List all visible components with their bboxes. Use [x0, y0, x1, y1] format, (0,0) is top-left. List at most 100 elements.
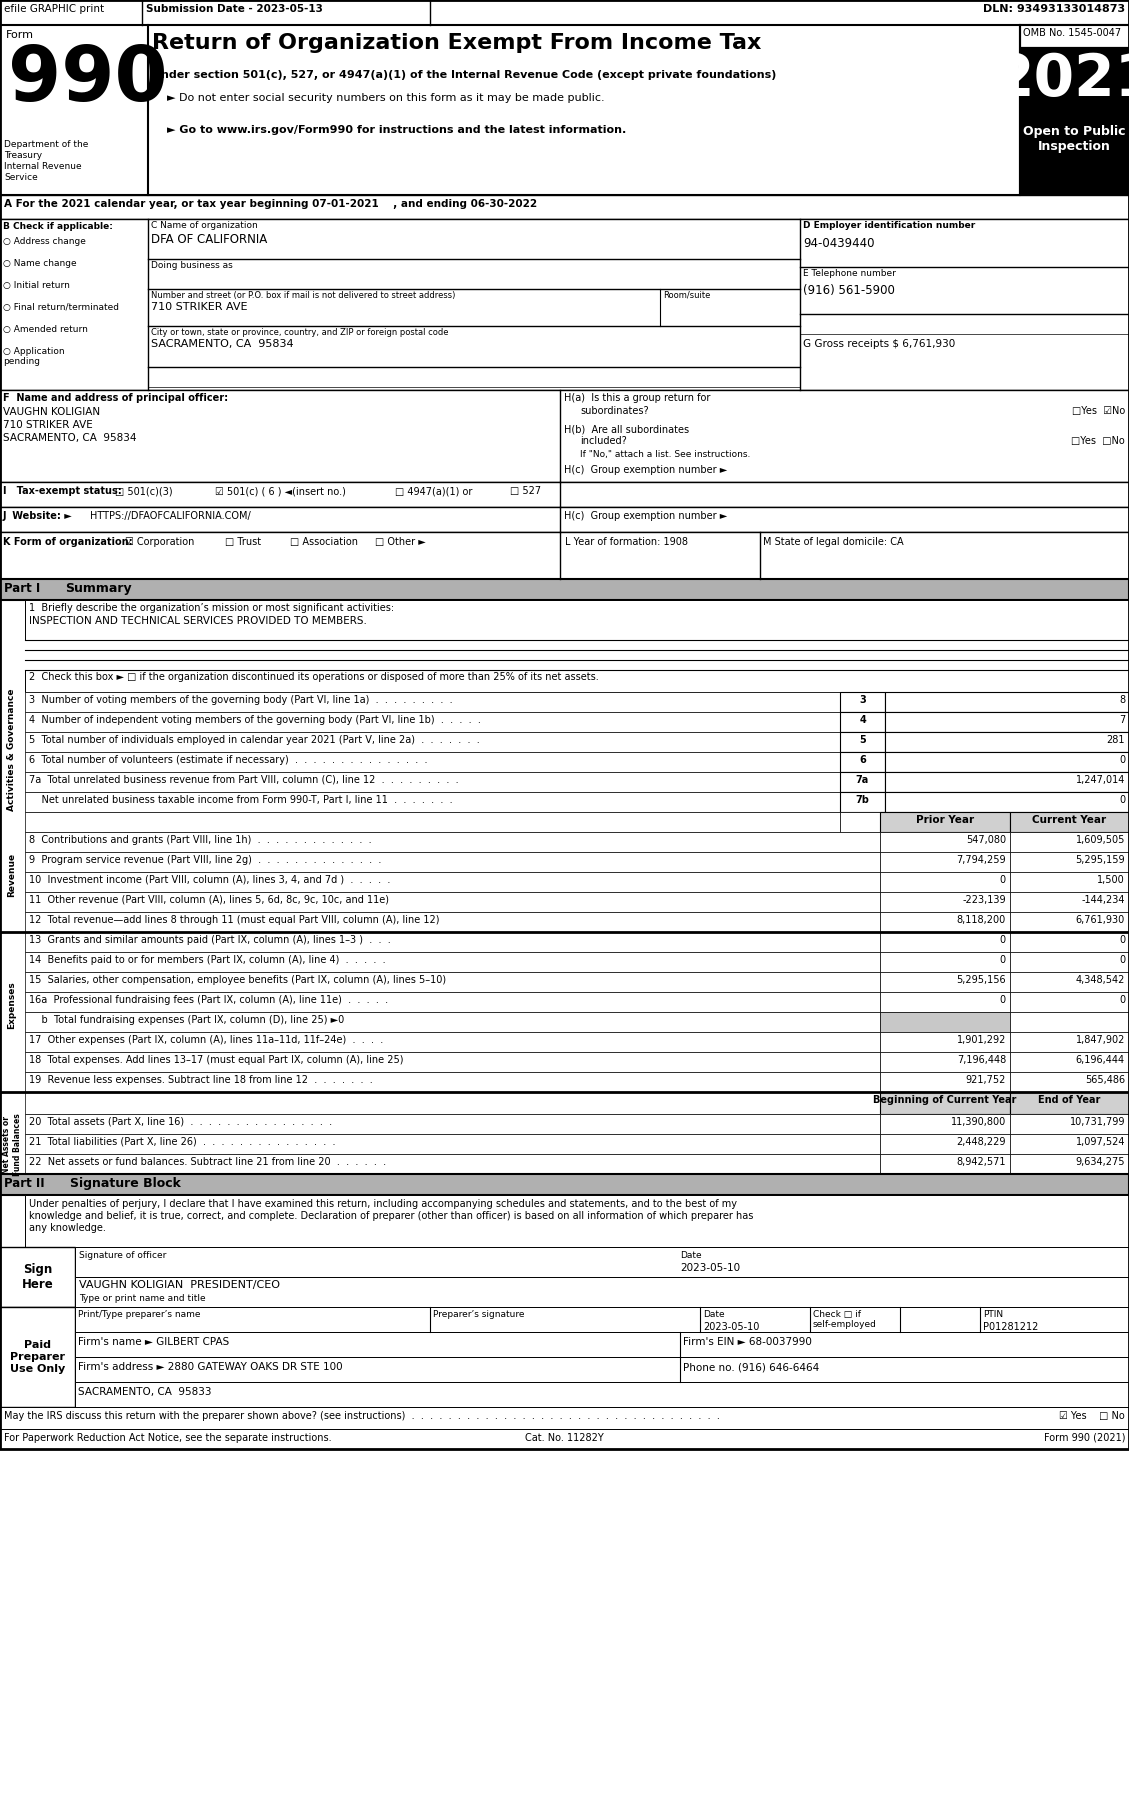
- Text: 7,794,259: 7,794,259: [956, 854, 1006, 865]
- Text: HTTPS://DFAOFCALIFORNIA.COM/: HTTPS://DFAOFCALIFORNIA.COM/: [90, 512, 251, 521]
- Bar: [1019, 25, 1129, 194]
- Text: □Yes  □No: □Yes □No: [1071, 435, 1124, 446]
- Text: Paid
Preparer
Use Only: Paid Preparer Use Only: [10, 1341, 65, 1373]
- Text: ► Go to www.irs.gov/Form990 for instructions and the latest information.: ► Go to www.irs.gov/Form990 for instruct…: [167, 125, 627, 134]
- Text: 7a: 7a: [856, 775, 869, 785]
- Bar: [879, 1092, 1010, 1114]
- Text: 6: 6: [859, 755, 866, 766]
- Bar: [25, 1012, 879, 1032]
- Text: D Employer identification number: D Employer identification number: [803, 221, 975, 230]
- Bar: [879, 972, 1010, 992]
- Text: knowledge and belief, it is true, correct, and complete. Declaration of preparer: knowledge and belief, it is true, correc…: [29, 1212, 753, 1221]
- Text: □ 527: □ 527: [510, 486, 541, 495]
- Bar: [879, 1114, 1010, 1134]
- Text: Beginning of Current Year: Beginning of Current Year: [874, 1096, 1017, 1105]
- Bar: [25, 1134, 879, 1154]
- Text: 1,901,292: 1,901,292: [956, 1036, 1006, 1045]
- Text: 16a  Professional fundraising fees (Part IX, column (A), line 11e)  .  .  .  .  : 16a Professional fundraising fees (Part …: [29, 996, 388, 1005]
- Bar: [0, 1246, 75, 1308]
- Text: 4  Number of independent voting members of the governing body (Part VI, line 1b): 4 Number of independent voting members o…: [29, 715, 481, 726]
- Text: ☑ Yes    □ No: ☑ Yes □ No: [1059, 1411, 1124, 1420]
- Bar: [25, 1195, 1129, 1246]
- Text: 9,634,275: 9,634,275: [1076, 1157, 1124, 1166]
- Bar: [25, 1072, 879, 1092]
- Text: 1,847,902: 1,847,902: [1076, 1036, 1124, 1045]
- Text: P01281212: P01281212: [983, 1322, 1039, 1331]
- Bar: [25, 1114, 879, 1134]
- Bar: [0, 579, 1129, 600]
- Text: included?: included?: [580, 435, 627, 446]
- Bar: [885, 753, 1129, 773]
- Bar: [0, 1174, 1129, 1195]
- Bar: [25, 1032, 879, 1052]
- Text: □ 4947(a)(1) or: □ 4947(a)(1) or: [395, 486, 472, 495]
- Bar: [0, 25, 1129, 194]
- Text: 2023-05-10: 2023-05-10: [680, 1263, 741, 1273]
- Bar: [879, 873, 1010, 892]
- Bar: [25, 1154, 879, 1174]
- Text: ☑ 501(c) ( 6 ) ◄(insert no.): ☑ 501(c) ( 6 ) ◄(insert no.): [215, 486, 345, 495]
- Text: Under section 501(c), 527, or 4947(a)(1) of the Internal Revenue Code (except pr: Under section 501(c), 527, or 4947(a)(1)…: [152, 71, 777, 80]
- Text: Net Assets or
Fund Balances: Net Assets or Fund Balances: [2, 1114, 21, 1175]
- Text: 11  Other revenue (Part VIII, column (A), lines 5, 6d, 8c, 9c, 10c, and 11e): 11 Other revenue (Part VIII, column (A),…: [29, 894, 390, 905]
- Text: End of Year: End of Year: [1039, 1096, 1101, 1105]
- Bar: [25, 932, 879, 952]
- Bar: [0, 194, 1129, 219]
- Bar: [25, 713, 1129, 733]
- Bar: [840, 813, 1129, 833]
- Bar: [25, 733, 1129, 753]
- Bar: [1010, 1092, 1129, 1114]
- Bar: [1010, 1072, 1129, 1092]
- Text: 22  Net assets or fund balances. Subtract line 21 from line 20  .  .  .  .  .  .: 22 Net assets or fund balances. Subtract…: [29, 1157, 386, 1166]
- Text: 14  Benefits paid to or for members (Part IX, column (A), line 4)  .  .  .  .  .: 14 Benefits paid to or for members (Part…: [29, 954, 386, 965]
- Text: 6,761,930: 6,761,930: [1076, 914, 1124, 925]
- Bar: [1010, 1114, 1129, 1134]
- Text: L Year of formation: 1908: L Year of formation: 1908: [564, 537, 688, 548]
- Text: (916) 561-5900: (916) 561-5900: [803, 285, 895, 297]
- Bar: [879, 1032, 1010, 1052]
- Text: 12  Total revenue—add lines 8 through 11 (must equal Part VIII, column (A), line: 12 Total revenue—add lines 8 through 11 …: [29, 914, 439, 925]
- Text: Room/suite: Room/suite: [663, 290, 710, 299]
- Text: J  Website: ►: J Website: ►: [3, 512, 72, 521]
- Text: 5,295,159: 5,295,159: [1076, 854, 1124, 865]
- Bar: [840, 773, 885, 793]
- Text: OMB No. 1545-0047: OMB No. 1545-0047: [1023, 27, 1121, 38]
- Text: F  Name and address of principal officer:: F Name and address of principal officer:: [3, 394, 228, 403]
- Bar: [75, 1357, 1129, 1382]
- Text: Type or print name and title: Type or print name and title: [79, 1293, 205, 1302]
- Text: Expenses: Expenses: [8, 981, 17, 1029]
- Bar: [840, 753, 885, 773]
- Text: 21  Total liabilities (Part X, line 26)  .  .  .  .  .  .  .  .  .  .  .  .  .  : 21 Total liabilities (Part X, line 26) .…: [29, 1137, 335, 1146]
- Text: Check □ if: Check □ if: [813, 1310, 861, 1319]
- Text: subordinates?: subordinates?: [580, 406, 649, 415]
- Text: Part II: Part II: [5, 1177, 45, 1190]
- Text: SACRAMENTO, CA  95833: SACRAMENTO, CA 95833: [78, 1388, 211, 1397]
- Text: 0: 0: [1000, 996, 1006, 1005]
- Bar: [25, 912, 879, 932]
- Text: H(c)  Group exemption number ►: H(c) Group exemption number ►: [564, 512, 727, 521]
- Text: 11,390,800: 11,390,800: [951, 1117, 1006, 1126]
- Text: Summary: Summary: [65, 582, 132, 595]
- Text: 5,295,156: 5,295,156: [956, 974, 1006, 985]
- Text: VAUGHN KOLIGIAN: VAUGHN KOLIGIAN: [3, 406, 100, 417]
- Bar: [0, 390, 1129, 483]
- Text: 0: 0: [1119, 934, 1124, 945]
- Text: Submission Date - 2023-05-13: Submission Date - 2023-05-13: [146, 4, 323, 15]
- Bar: [0, 219, 1129, 390]
- Bar: [1019, 47, 1129, 120]
- Bar: [25, 813, 840, 833]
- Bar: [25, 992, 879, 1012]
- Text: Form: Form: [6, 31, 34, 40]
- Text: 1,609,505: 1,609,505: [1076, 834, 1124, 845]
- Bar: [0, 506, 1129, 532]
- Text: b  Total fundraising expenses (Part IX, column (D), line 25) ►0: b Total fundraising expenses (Part IX, c…: [29, 1016, 344, 1025]
- Text: ○ Final return/terminated: ○ Final return/terminated: [3, 303, 119, 312]
- Text: H(a)  Is this a group return for: H(a) Is this a group return for: [564, 394, 710, 403]
- Text: 8  Contributions and grants (Part VIII, line 1h)  .  .  .  .  .  .  .  .  .  .  : 8 Contributions and grants (Part VIII, l…: [29, 834, 371, 845]
- Text: 1  Briefly describe the organization’s mission or most significant activities:: 1 Briefly describe the organization’s mi…: [29, 602, 394, 613]
- Text: efile GRAPHIC print: efile GRAPHIC print: [5, 4, 104, 15]
- Text: 8,942,571: 8,942,571: [956, 1157, 1006, 1166]
- Text: 9  Program service revenue (Part VIII, line 2g)  .  .  .  .  .  .  .  .  .  .  .: 9 Program service revenue (Part VIII, li…: [29, 854, 382, 865]
- Bar: [1010, 873, 1129, 892]
- Bar: [879, 833, 1010, 853]
